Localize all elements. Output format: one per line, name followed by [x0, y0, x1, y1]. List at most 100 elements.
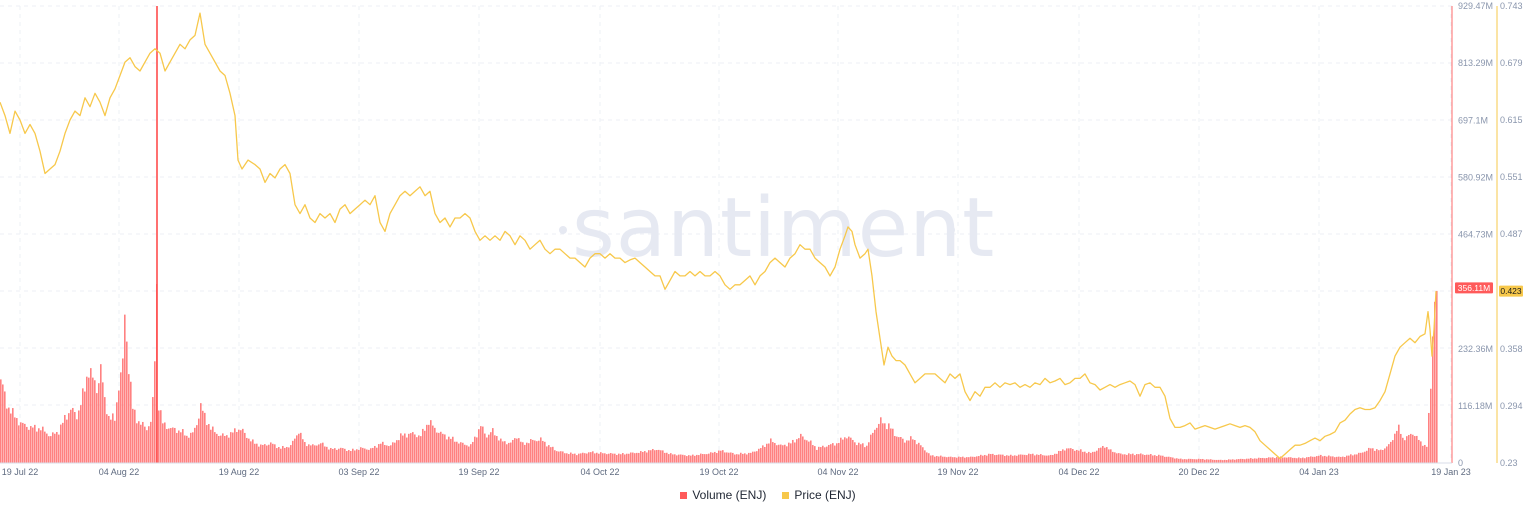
volume-bar: [686, 456, 688, 463]
volume-bar: [1076, 449, 1078, 463]
volume-bar: [1152, 455, 1154, 463]
volume-bar: [948, 456, 950, 463]
volume-bar: [48, 436, 50, 463]
legend-item-volume[interactable]: Volume (ENJ): [680, 488, 766, 502]
volume-bar: [1432, 336, 1434, 463]
volume-bar: [636, 452, 638, 463]
volume-bar: [406, 437, 408, 463]
volume-bar: [512, 439, 514, 463]
volume-bar: [96, 393, 98, 463]
volume-bar: [58, 434, 60, 463]
volume-bar: [1182, 459, 1184, 463]
watermark: santiment: [559, 181, 994, 276]
volume-bar: [954, 457, 956, 463]
volume-bar: [910, 436, 912, 463]
volume-bar: [1162, 455, 1164, 463]
volume-bar: [540, 437, 542, 463]
volume-bar: [176, 432, 178, 463]
volume-bar: [1144, 455, 1146, 463]
volume-bar: [738, 454, 740, 463]
volume-bar: [1314, 456, 1316, 463]
volume-bar: [1336, 456, 1338, 463]
volume-bar: [1210, 459, 1212, 463]
volume-bar: [4, 391, 6, 463]
volume-bar: [992, 453, 994, 463]
volume-bar: [628, 453, 630, 463]
volume-bar: [950, 456, 952, 463]
volume-bar: [482, 426, 484, 463]
volume-bar: [862, 443, 864, 463]
volume-bar: [456, 441, 458, 463]
volume-bar: [1288, 457, 1290, 463]
volume-bar: [866, 445, 868, 463]
volume-bar: [666, 452, 668, 463]
volume-bar: [304, 442, 306, 463]
volume-bar: [836, 443, 838, 463]
volume-bar: [62, 422, 64, 463]
volume-bar: [794, 442, 796, 463]
volume-bar: [1208, 459, 1210, 463]
volume-bar: [364, 448, 366, 463]
volume-bar: [542, 440, 544, 463]
x-tick: 20 Dec 22: [1178, 467, 1219, 477]
volume-bar: [1234, 459, 1236, 463]
volume-bar: [112, 413, 114, 463]
legend-item-price[interactable]: Price (ENJ): [782, 488, 856, 502]
volume-bar: [1120, 453, 1122, 463]
volume-bar: [1172, 457, 1174, 463]
volume-bar: [246, 437, 248, 463]
volume-bar: [320, 443, 322, 463]
volume-bar: [322, 442, 324, 463]
legend-swatch-price: [782, 491, 790, 499]
volume-bar: [1224, 459, 1226, 463]
volume-bar: [1358, 452, 1360, 463]
price-current-label: 0.423: [1500, 286, 1522, 296]
x-tick: 04 Dec 22: [1058, 467, 1099, 477]
volume-bar: [348, 450, 350, 463]
volume-bar: [704, 454, 706, 463]
volume-bar: [644, 451, 646, 463]
volume-bar: [840, 437, 842, 463]
volume-bar: [416, 437, 418, 463]
volume-bar: [634, 453, 636, 463]
volume-bar: [984, 454, 986, 463]
volume-bar: [1128, 453, 1130, 463]
volume-bar: [754, 451, 756, 463]
volume-bar: [1292, 457, 1294, 463]
legend: Volume (ENJ) Price (ENJ): [0, 488, 1536, 502]
volume-bar: [1330, 456, 1332, 463]
volume-bar: [266, 445, 268, 463]
volume-bar: [1100, 447, 1102, 463]
volume-bar: [726, 452, 728, 463]
volume-bar: [1176, 458, 1178, 463]
volume-bar: [890, 428, 892, 463]
volume-bar: [182, 429, 184, 463]
volume-bar: [802, 436, 804, 463]
volume-bar: [1022, 454, 1024, 463]
volume-bar: [464, 444, 466, 463]
volume-bar: [872, 432, 874, 463]
volume-bar: [1266, 457, 1268, 463]
volume-bar: [486, 437, 488, 463]
y-tick-volume: 232.36M: [1458, 344, 1493, 354]
volume-bar: [242, 428, 244, 463]
volume-bar: [1110, 449, 1112, 463]
volume-bar: [642, 451, 644, 463]
volume-bar: [964, 457, 966, 463]
volume-bar: [908, 440, 910, 463]
volume-bar: [410, 433, 412, 463]
volume-bar: [14, 417, 16, 463]
volume-bar: [624, 454, 626, 463]
volume-bar: [1298, 457, 1300, 463]
volume-bar: [564, 453, 566, 463]
volume-bar: [358, 449, 360, 463]
volume-bar: [942, 456, 944, 463]
volume-bar: [1246, 458, 1248, 463]
volume-bar: [788, 442, 790, 463]
volume-bar: [490, 432, 492, 463]
y-tick-price: 0.487: [1500, 229, 1523, 239]
volume-bar: [1196, 459, 1198, 463]
volume-bar: [832, 443, 834, 463]
volume-bar: [196, 425, 198, 463]
volume-bar: [914, 440, 916, 463]
